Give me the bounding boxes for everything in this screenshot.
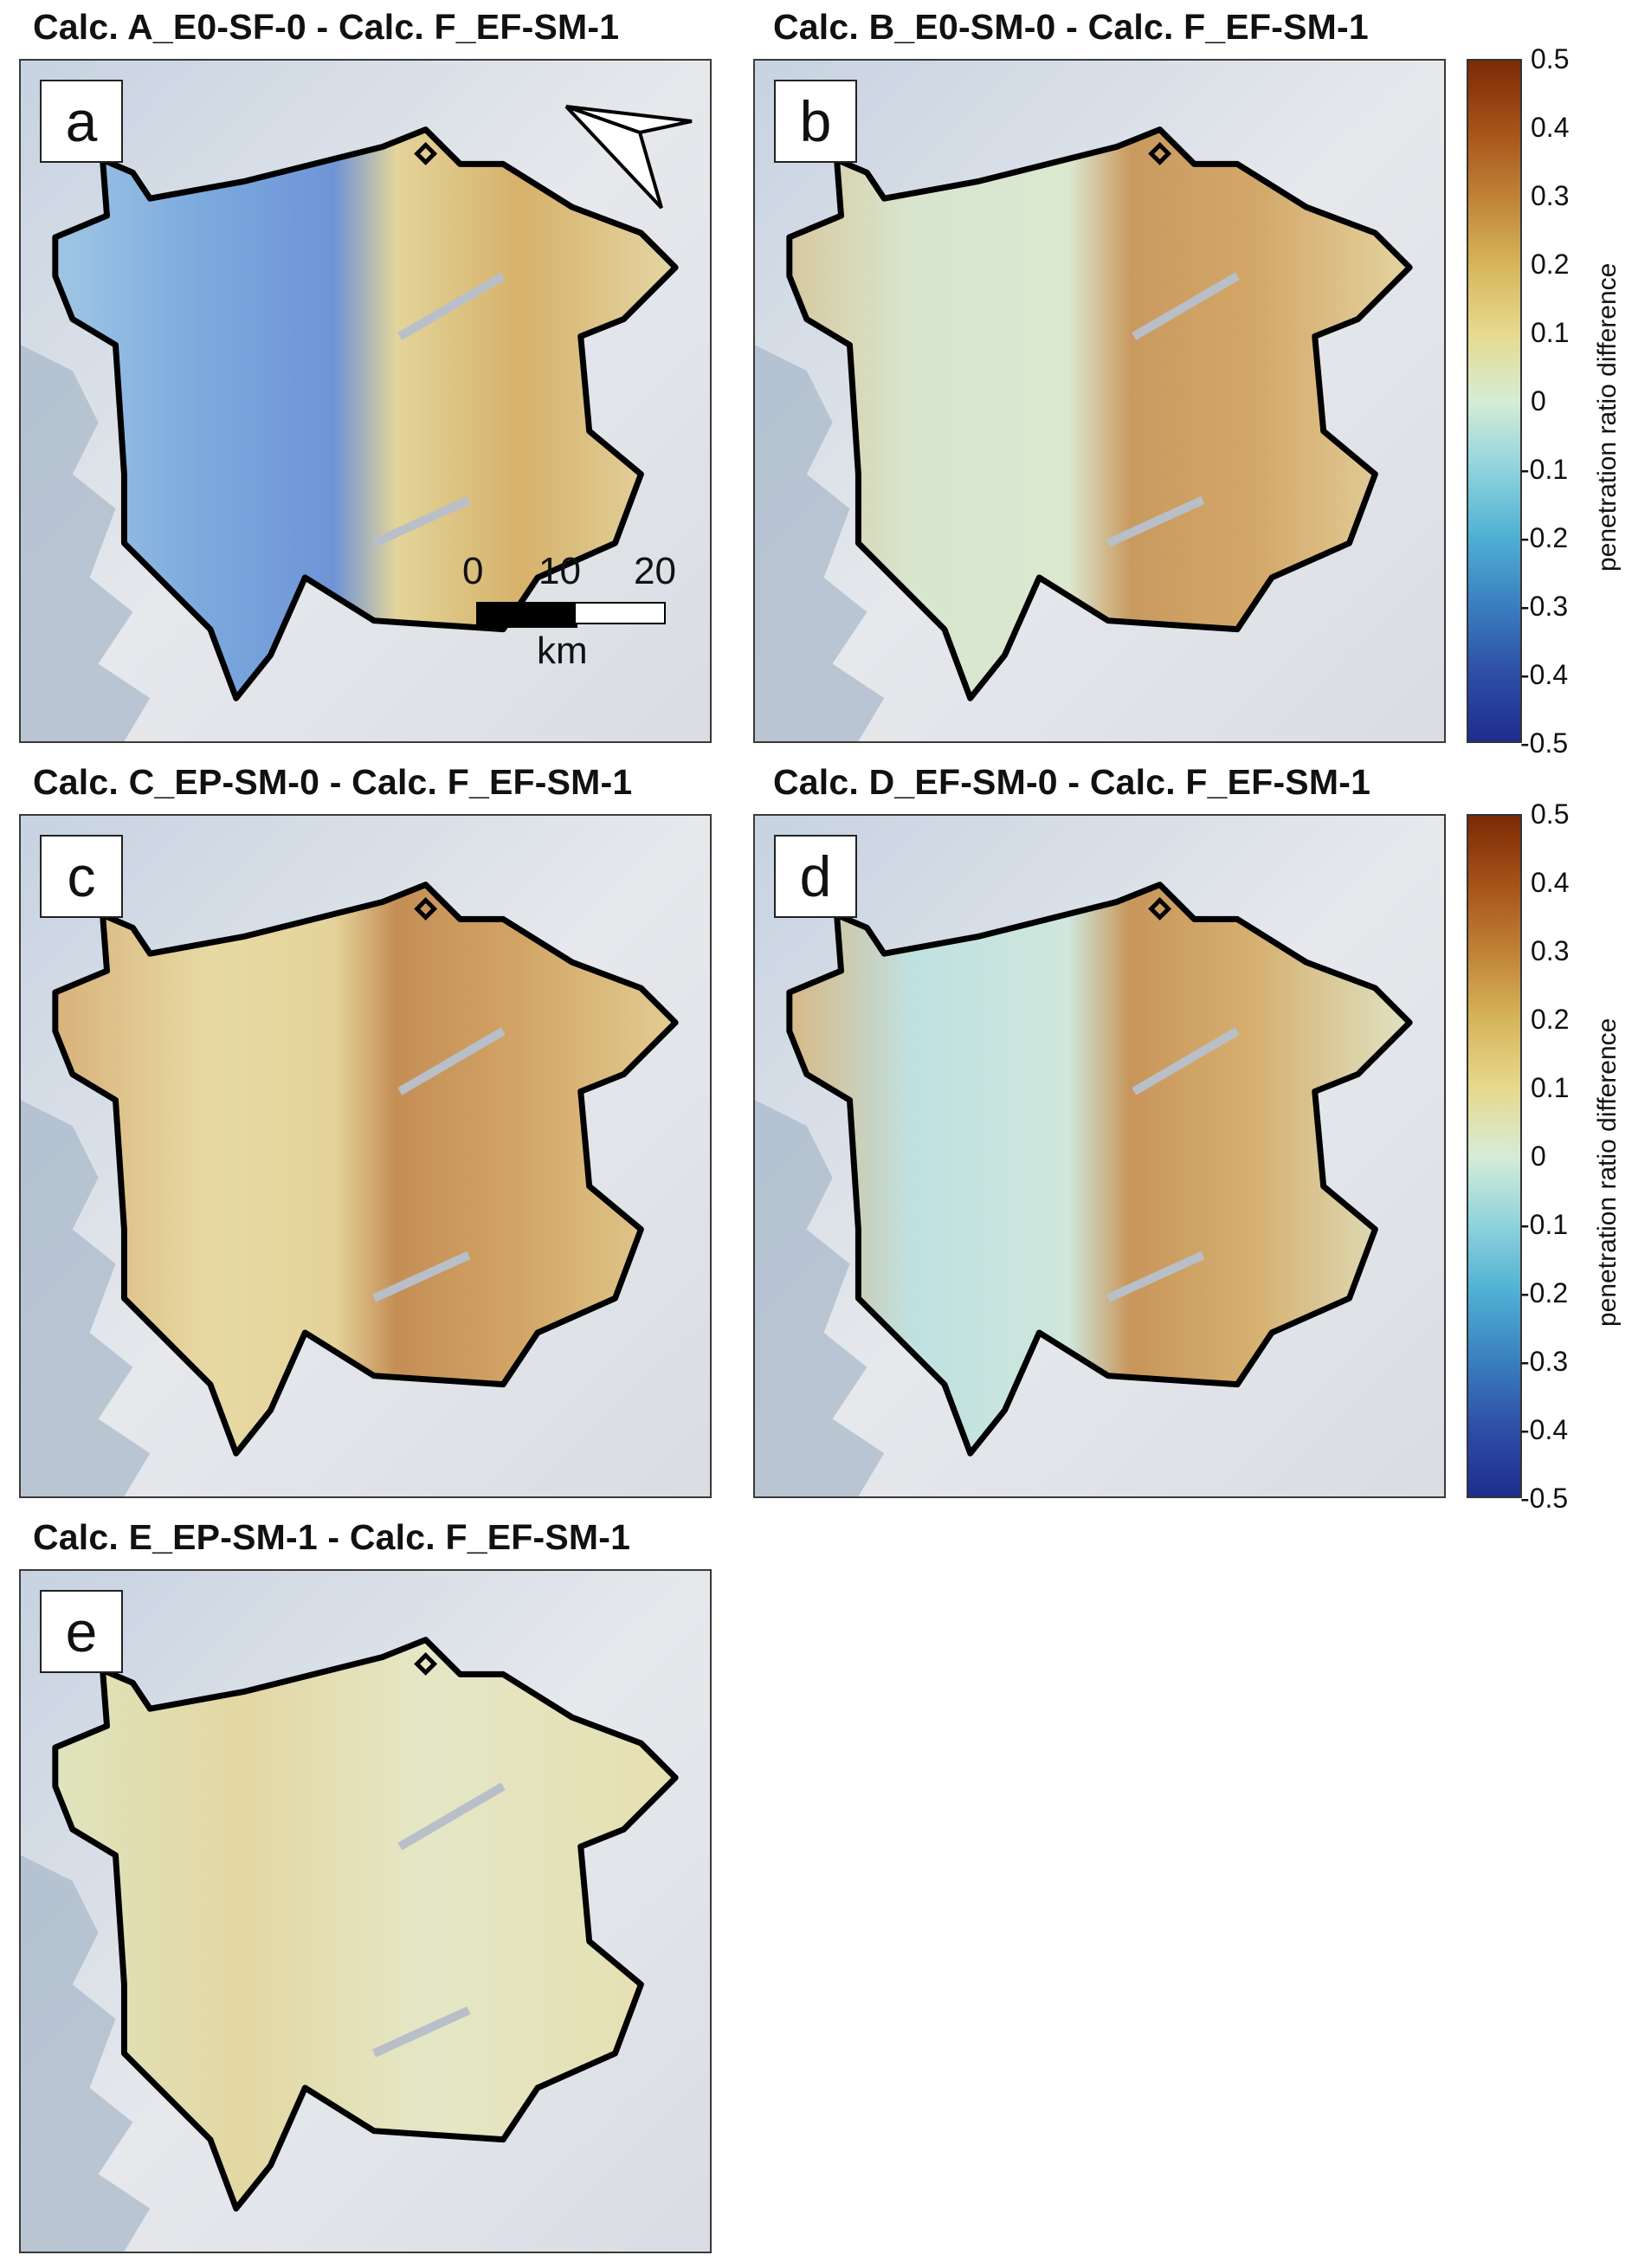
colorbar-tick: 0.1 — [1531, 317, 1570, 348]
map-panel-a: a 0 10 20 km — [19, 59, 712, 743]
map-panel-b: b — [753, 59, 1446, 743]
scale-unit: km — [537, 630, 588, 672]
scale-tick-10: 10 — [538, 550, 581, 592]
scale-segment-white — [574, 602, 666, 624]
colorbar-tick: 0.3 — [1531, 180, 1570, 211]
map-d-graphic — [755, 816, 1444, 1496]
panel-letter-d: d — [774, 835, 857, 918]
scale-tick-20: 20 — [634, 550, 676, 592]
colorbar-tick: -0.5 — [1520, 1483, 1569, 1514]
panel-letter-a: a — [40, 80, 123, 163]
panel-title-b: Calc. B_E0-SM-0 - Calc. F_EF-SM-1 — [773, 7, 1369, 47]
colorbar-top-ticks: 0.5 0.4 0.3 0.2 0.1 0 -0.1 -0.2 -0.3 -0.… — [1520, 43, 1583, 759]
map-panel-e: e — [19, 1569, 712, 2253]
colorbar-label-top: penetration ratio difference — [1593, 262, 1622, 572]
colorbar-bottom-ticks: 0.5 0.4 0.3 0.2 0.1 0 -0.1 -0.2 -0.3 -0.… — [1520, 798, 1583, 1514]
map-a-graphic — [21, 61, 710, 741]
scale-segment-black — [476, 602, 577, 628]
colorbar-tick: -0.4 — [1520, 1414, 1569, 1445]
colorbar-label-bottom: penetration ratio difference — [1593, 1018, 1622, 1327]
scale-tick-0: 0 — [462, 550, 484, 592]
colorbar-tick: 0 — [1531, 385, 1546, 417]
panel-letter-b: b — [774, 80, 857, 163]
panel-letter-c: c — [40, 835, 123, 918]
panel-title-c: Calc. C_EP-SM-0 - Calc. F_EF-SM-1 — [33, 762, 633, 802]
colorbar-tick: -0.2 — [1520, 522, 1569, 553]
map-b-graphic — [755, 61, 1444, 741]
colorbar-tick: -0.1 — [1520, 454, 1569, 485]
colorbar-top — [1467, 59, 1522, 743]
colorbar-tick: 0.4 — [1531, 112, 1570, 143]
colorbar-tick: 0.5 — [1531, 43, 1570, 74]
colorbar-bottom — [1467, 814, 1522, 1498]
panel-title-a: Calc. A_E0-SF-0 - Calc. F_EF-SM-1 — [33, 7, 620, 47]
colorbar-tick: -0.2 — [1520, 1277, 1569, 1308]
map-c-graphic — [21, 816, 710, 1496]
panel-letter-e: e — [40, 1590, 123, 1673]
colorbar-tick: 0.4 — [1531, 867, 1570, 898]
panel-title-e: Calc. E_EP-SM-1 - Calc. F_EF-SM-1 — [33, 1517, 631, 1557]
map-panel-d: d — [753, 814, 1446, 1498]
colorbar-tick: 0.1 — [1531, 1072, 1570, 1103]
map-e-graphic — [21, 1571, 710, 2252]
colorbar-tick: 0.2 — [1531, 1004, 1570, 1035]
colorbar-tick: 0.2 — [1531, 249, 1570, 280]
colorbar-tick: -0.3 — [1520, 1346, 1569, 1377]
colorbar-tick: -0.5 — [1520, 727, 1569, 759]
north-arrow-icon — [564, 105, 693, 210]
colorbar-tick: 0.5 — [1531, 798, 1570, 830]
map-panel-c: c — [19, 814, 712, 1498]
panel-title-d: Calc. D_EF-SM-0 - Calc. F_EF-SM-1 — [773, 762, 1371, 802]
colorbar-tick: 0.3 — [1531, 935, 1570, 966]
colorbar-tick: 0 — [1531, 1140, 1546, 1172]
colorbar-tick: -0.1 — [1520, 1209, 1569, 1240]
colorbar-tick: -0.3 — [1520, 591, 1569, 622]
colorbar-tick: -0.4 — [1520, 659, 1569, 690]
scale-bar: 0 10 20 km — [452, 550, 677, 672]
